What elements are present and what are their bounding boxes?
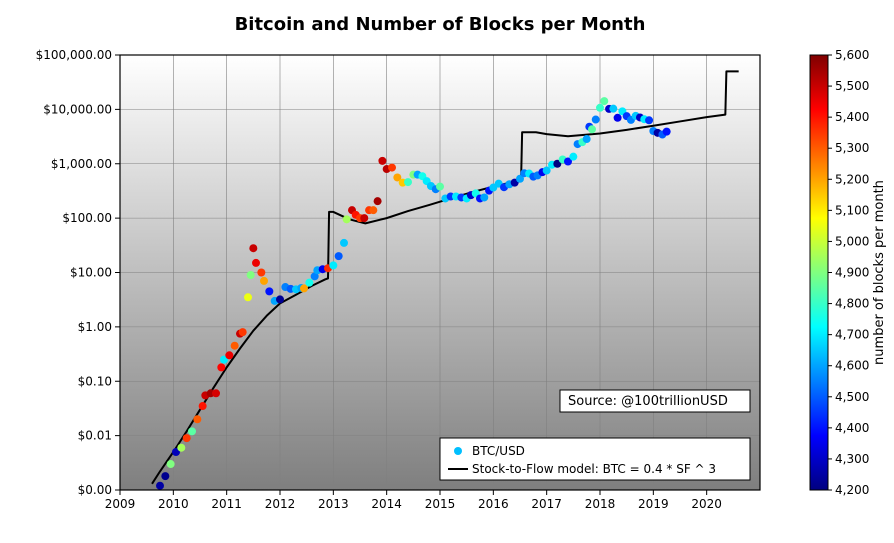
chart-title: Bitcoin and Number of Blocks per Month bbox=[235, 14, 646, 35]
x-tick-label: 2015 bbox=[425, 497, 456, 511]
colorbar-tick-label: 5,400 bbox=[835, 110, 869, 124]
scatter-point bbox=[343, 215, 351, 223]
scatter-point bbox=[247, 271, 255, 279]
x-tick-label: 2014 bbox=[371, 497, 402, 511]
scatter-point bbox=[663, 128, 671, 136]
scatter-point bbox=[369, 206, 377, 214]
scatter-point bbox=[335, 252, 343, 260]
y-tick-label: $1,000.00 bbox=[51, 157, 112, 171]
legend-marker-icon bbox=[454, 447, 462, 455]
x-tick-label: 2013 bbox=[318, 497, 349, 511]
colorbar-tick-label: 5,100 bbox=[835, 203, 869, 217]
y-tick-label: $100.00 bbox=[62, 211, 112, 225]
colorbar-tick-label: 4,700 bbox=[835, 328, 869, 342]
scatter-point bbox=[188, 427, 196, 435]
scatter-point bbox=[340, 239, 348, 247]
colorbar-tick-label: 5,300 bbox=[835, 141, 869, 155]
scatter-point bbox=[257, 269, 265, 277]
y-tick-label: $10,000.00 bbox=[43, 102, 112, 116]
scatter-point bbox=[360, 214, 368, 222]
scatter-point bbox=[260, 277, 268, 285]
x-tick-label: 2012 bbox=[265, 497, 296, 511]
scatter-point bbox=[252, 259, 260, 267]
colorbar-tick-label: 5,200 bbox=[835, 172, 869, 186]
scatter-point bbox=[404, 178, 412, 186]
scatter-point bbox=[388, 164, 396, 172]
x-tick-label: 2009 bbox=[105, 497, 136, 511]
x-tick-label: 2020 bbox=[691, 497, 722, 511]
scatter-point bbox=[244, 293, 252, 301]
colorbar-tick-label: 5,500 bbox=[835, 79, 869, 93]
colorbar-tick-label: 4,500 bbox=[835, 390, 869, 404]
scatter-point bbox=[183, 434, 191, 442]
scatter-point bbox=[480, 193, 488, 201]
colorbar-tick-label: 4,900 bbox=[835, 266, 869, 280]
scatter-point bbox=[265, 287, 273, 295]
scatter-point bbox=[569, 153, 577, 161]
x-tick-label: 2011 bbox=[211, 497, 242, 511]
y-tick-label: $1.00 bbox=[78, 320, 112, 334]
scatter-point bbox=[583, 135, 591, 143]
colorbar-tick-label: 5,000 bbox=[835, 234, 869, 248]
scatter-point bbox=[156, 482, 164, 490]
colorbar-tick-label: 4,400 bbox=[835, 421, 869, 435]
scatter-point bbox=[161, 472, 169, 480]
x-tick-label: 2018 bbox=[585, 497, 616, 511]
scatter-point bbox=[276, 295, 284, 303]
legend-label-0: BTC/USD bbox=[472, 444, 525, 458]
scatter-point bbox=[305, 279, 313, 287]
colorbar-label: number of blocks per month bbox=[872, 180, 887, 365]
y-tick-label: $0.10 bbox=[78, 374, 112, 388]
x-tick-label: 2017 bbox=[531, 497, 562, 511]
scatter-point bbox=[588, 125, 596, 133]
legend-label-1: Stock-to-Flow model: BTC = 0.4 * SF ^ 3 bbox=[472, 462, 716, 476]
colorbar-tick-label: 4,800 bbox=[835, 297, 869, 311]
source-text: Source: @100trillionUSD bbox=[568, 394, 728, 409]
x-tick-label: 2016 bbox=[478, 497, 509, 511]
chart-container: 2009 2010 2011 2012 2013 2014 2015 2016 2017 2018… bbox=[0, 0, 894, 543]
scatter-point bbox=[645, 116, 653, 124]
scatter-point bbox=[600, 97, 608, 105]
y-tick-label: $100,000.00 bbox=[36, 48, 112, 62]
scatter-point bbox=[231, 342, 239, 350]
colorbar bbox=[810, 55, 828, 490]
scatter-point bbox=[167, 460, 175, 468]
y-tick-label: $0.00 bbox=[78, 483, 112, 497]
scatter-point bbox=[225, 351, 233, 359]
scatter-point bbox=[239, 328, 247, 336]
y-tick-label: $0.01 bbox=[78, 429, 112, 443]
scatter-point bbox=[193, 415, 201, 423]
x-tick-label: 2010 bbox=[158, 497, 189, 511]
colorbar-tick-label: 5,600 bbox=[835, 48, 869, 62]
scatter-point bbox=[596, 104, 604, 112]
scatter-point bbox=[378, 157, 386, 165]
scatter-point bbox=[609, 105, 617, 113]
scatter-point bbox=[249, 244, 257, 252]
scatter-point bbox=[217, 363, 225, 371]
scatter-point bbox=[374, 197, 382, 205]
colorbar-tick-label: 4,200 bbox=[835, 483, 869, 497]
scatter-point bbox=[199, 402, 207, 410]
colorbar-tick-label: 4,600 bbox=[835, 359, 869, 373]
scatter-point bbox=[436, 183, 444, 191]
scatter-point bbox=[212, 389, 220, 397]
scatter-point bbox=[177, 444, 185, 452]
colorbar-tick-label: 4,300 bbox=[835, 452, 869, 466]
scatter-point bbox=[329, 261, 337, 269]
scatter-point bbox=[614, 114, 622, 122]
x-tick-label: 2019 bbox=[638, 497, 669, 511]
scatter-point bbox=[592, 116, 600, 124]
y-tick-label: $10.00 bbox=[70, 266, 112, 280]
chart-svg: 2009 2010 2011 2012 2013 2014 2015 2016 2017 2018… bbox=[0, 0, 894, 543]
